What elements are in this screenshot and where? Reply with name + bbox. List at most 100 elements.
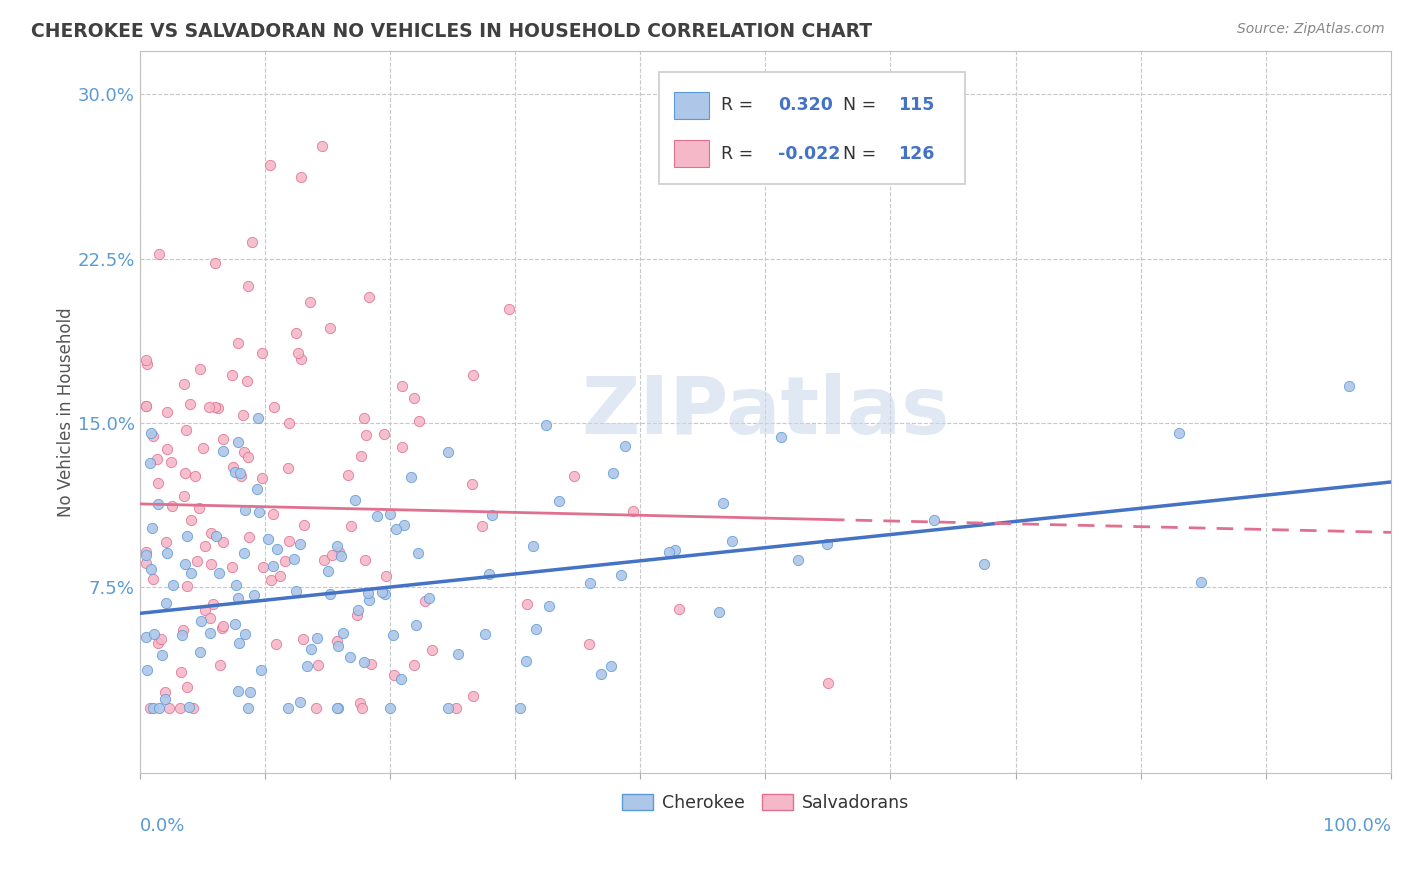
Point: [817, 676, 839, 690]
Point: [391, 378, 413, 392]
Point: [668, 602, 690, 616]
Point: [243, 588, 266, 602]
Point: [176, 578, 198, 592]
Point: [156, 442, 179, 456]
Point: [204, 401, 226, 415]
Point: [373, 427, 395, 442]
Point: [610, 567, 633, 582]
Point: [405, 617, 427, 632]
Point: [301, 642, 323, 657]
Point: [198, 625, 221, 640]
Point: [297, 659, 319, 673]
Point: [316, 564, 339, 578]
Point: [337, 467, 360, 482]
Point: [194, 540, 217, 554]
Point: [349, 696, 371, 710]
Point: [250, 663, 273, 677]
Point: [142, 626, 165, 640]
Point: [664, 542, 686, 557]
Point: [288, 695, 311, 709]
Point: [311, 139, 333, 153]
Point: [278, 416, 301, 430]
Legend: Cherokee, Salvadorans: Cherokee, Salvadorans: [614, 787, 915, 819]
Point: [135, 399, 157, 413]
Point: [135, 556, 157, 570]
Point: [374, 586, 396, 600]
Point: [135, 399, 157, 413]
Point: [509, 700, 531, 714]
Point: [352, 700, 374, 714]
Point: [148, 636, 170, 650]
FancyBboxPatch shape: [673, 140, 709, 168]
Text: 0.0%: 0.0%: [139, 816, 186, 835]
Point: [148, 700, 170, 714]
Point: [770, 430, 793, 444]
Point: [176, 680, 198, 694]
Point: [516, 597, 538, 611]
Point: [155, 535, 177, 549]
Point: [252, 559, 274, 574]
Point: [578, 637, 600, 651]
Point: [211, 619, 233, 633]
Point: [287, 345, 309, 359]
Point: [247, 505, 270, 519]
Point: [180, 513, 202, 527]
Point: [332, 625, 354, 640]
Point: [198, 400, 221, 414]
Point: [394, 517, 416, 532]
Point: [326, 700, 349, 714]
Point: [235, 627, 257, 641]
Point: [371, 585, 394, 599]
Point: [378, 700, 401, 714]
Point: [186, 554, 208, 568]
Point: [188, 645, 211, 659]
Point: [157, 700, 180, 714]
Point: [238, 530, 260, 544]
Point: [250, 471, 273, 485]
Point: [188, 501, 211, 516]
Point: [259, 573, 281, 587]
Point: [162, 578, 184, 592]
Point: [658, 545, 681, 559]
Point: [326, 633, 349, 648]
Point: [191, 442, 214, 456]
Point: [381, 627, 404, 641]
Point: [176, 423, 198, 437]
Point: [207, 401, 229, 415]
Text: 126: 126: [898, 145, 935, 162]
Point: [621, 504, 644, 518]
Text: 100.0%: 100.0%: [1323, 816, 1391, 835]
Point: [389, 672, 412, 686]
Text: ZIPatlas: ZIPatlas: [581, 373, 949, 451]
Point: [278, 534, 301, 549]
Point: [176, 529, 198, 543]
Point: [200, 558, 222, 572]
Point: [420, 643, 443, 657]
Text: 115: 115: [898, 96, 935, 114]
Point: [815, 537, 838, 551]
Point: [924, 513, 946, 527]
Text: R =: R =: [721, 96, 759, 114]
Point: [141, 520, 163, 534]
Point: [250, 346, 273, 360]
Point: [354, 552, 377, 566]
Point: [299, 294, 322, 309]
Point: [262, 507, 284, 521]
Point: [353, 411, 375, 425]
FancyBboxPatch shape: [659, 72, 966, 185]
Text: Source: ZipAtlas.com: Source: ZipAtlas.com: [1237, 22, 1385, 37]
Point: [787, 552, 810, 566]
Point: [211, 535, 233, 549]
Point: [266, 542, 288, 557]
Point: [357, 593, 380, 607]
Point: [382, 667, 405, 681]
Point: [136, 357, 159, 371]
Point: [142, 429, 165, 443]
Point: [353, 655, 375, 669]
Point: [259, 158, 281, 172]
Point: [160, 454, 183, 468]
Point: [481, 508, 503, 522]
Point: [339, 650, 361, 665]
Point: [236, 374, 259, 388]
Text: N =: N =: [842, 145, 882, 162]
